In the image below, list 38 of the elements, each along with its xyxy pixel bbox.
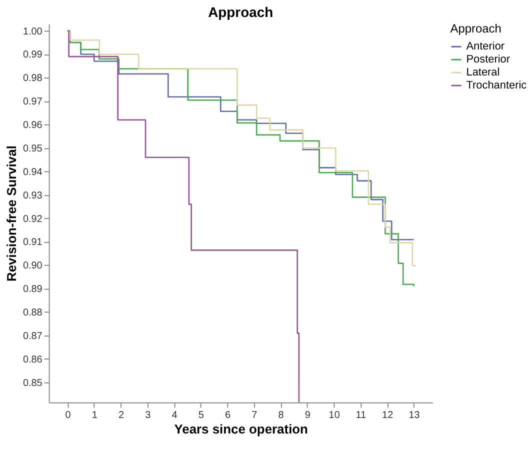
- x-tick-label: 7: [252, 410, 258, 421]
- y-tick-label: 0.85: [22, 378, 43, 389]
- y-tick-label: 0.86: [22, 354, 43, 366]
- y-tick-label: 0.96: [22, 120, 43, 132]
- legend-label: Lateral: [466, 66, 500, 79]
- y-tick-label: 0.91: [22, 237, 43, 248]
- x-tick-label: 4: [172, 410, 178, 421]
- y-tick-label: 0.92: [22, 214, 43, 225]
- y-tick-label: 1.00: [22, 26, 43, 38]
- x-tick-label: 9: [304, 410, 311, 421]
- x-axis-title: Years since operation: [174, 422, 308, 437]
- y-tick-label: 0.94: [22, 166, 43, 178]
- y-tick-label: 0.93: [22, 190, 43, 202]
- x-tick-label: 3: [145, 410, 152, 421]
- x-tick-label: 13: [408, 410, 420, 421]
- y-tick-label: 0.99: [22, 50, 43, 61]
- x-tick-label: 8: [278, 410, 284, 421]
- x-tick-label: 6: [225, 410, 231, 421]
- x-tick-label: 12: [382, 410, 394, 421]
- y-tick-label: 0.89: [22, 284, 43, 296]
- y-tick-label: 0.97: [22, 96, 43, 108]
- y-tick-label: 0.90: [22, 260, 43, 272]
- y-tick-label: 0.87: [22, 331, 43, 342]
- x-tick-label: 10: [328, 410, 340, 421]
- legend-title: Approach: [450, 22, 502, 36]
- legend-label: Anterior: [466, 40, 505, 53]
- x-tick-label: 2: [118, 410, 124, 421]
- y-tick-label: 0.95: [22, 143, 43, 154]
- chart-title: Approach: [208, 4, 274, 20]
- y-tick-label: 0.98: [22, 73, 43, 84]
- x-tick-label: 11: [356, 410, 367, 421]
- y-tick-label: 0.88: [22, 308, 43, 319]
- legend-label: Trochanteric: [466, 80, 528, 92]
- legend-label: Posterior: [466, 54, 510, 66]
- x-tick-label: 1: [92, 410, 98, 421]
- y-axis-title: Revision-free Survival: [4, 146, 19, 282]
- x-tick-label: 5: [198, 410, 204, 421]
- x-tick-label: 0: [65, 410, 72, 421]
